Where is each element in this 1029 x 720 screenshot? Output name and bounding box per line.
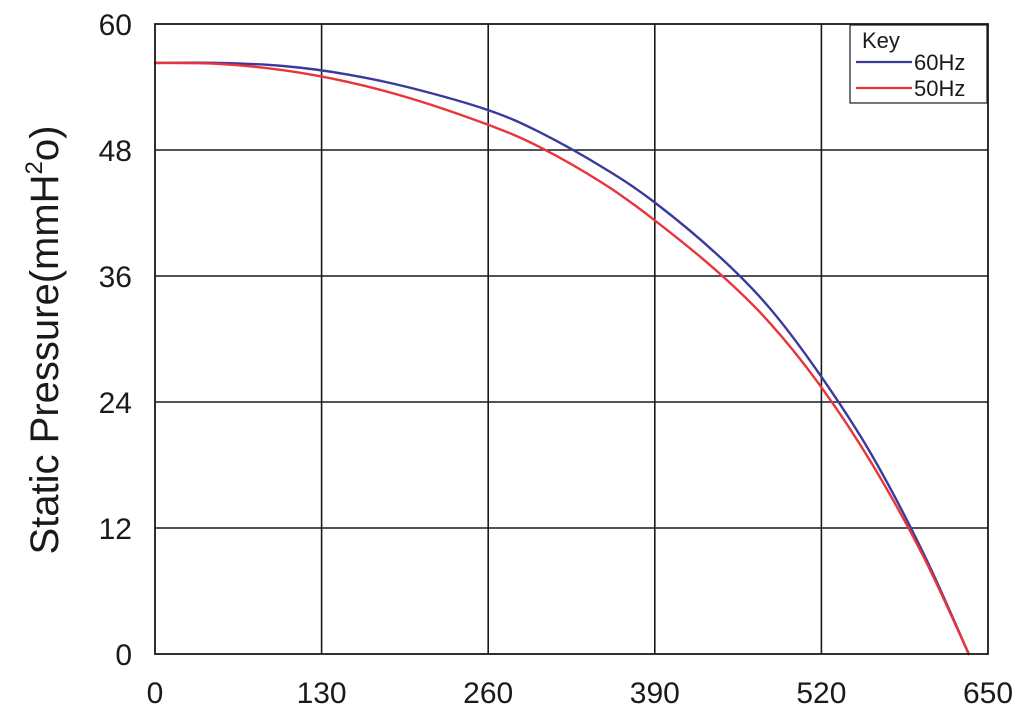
legend-label-60hz: 60Hz xyxy=(914,50,965,75)
x-tick-label: 0 xyxy=(147,677,164,710)
x-tick-label: 130 xyxy=(297,677,347,710)
legend: Key 60Hz 50Hz xyxy=(849,24,988,104)
y-tick-label: 12 xyxy=(99,513,132,546)
y-tick-label: 36 xyxy=(99,261,132,294)
x-tick-label: 650 xyxy=(963,677,1013,710)
y-tick-labels: 0 12 24 36 48 60 xyxy=(99,9,132,672)
series-line-60hz xyxy=(153,61,970,656)
plot-border xyxy=(154,23,989,655)
x-tick-label: 260 xyxy=(463,677,513,710)
legend-label-50hz: 50Hz xyxy=(914,76,965,101)
x-tick-labels: 0 130 260 390 520 650 xyxy=(147,677,1013,710)
legend-box xyxy=(849,24,988,104)
x-tick-label: 520 xyxy=(796,677,846,710)
grid xyxy=(155,24,988,654)
y-axis-label: Static Pressure(mmH2o) xyxy=(21,126,67,555)
x-tick-label: 390 xyxy=(630,677,680,710)
plot-frame xyxy=(154,23,989,655)
series-lines xyxy=(153,61,970,656)
legend-title: Key xyxy=(862,28,900,53)
y-tick-label: 48 xyxy=(99,135,132,168)
series-line-50hz xyxy=(153,61,970,656)
y-tick-label: 24 xyxy=(99,387,132,420)
y-tick-label: 60 xyxy=(99,9,132,42)
y-tick-label: 0 xyxy=(115,639,132,672)
